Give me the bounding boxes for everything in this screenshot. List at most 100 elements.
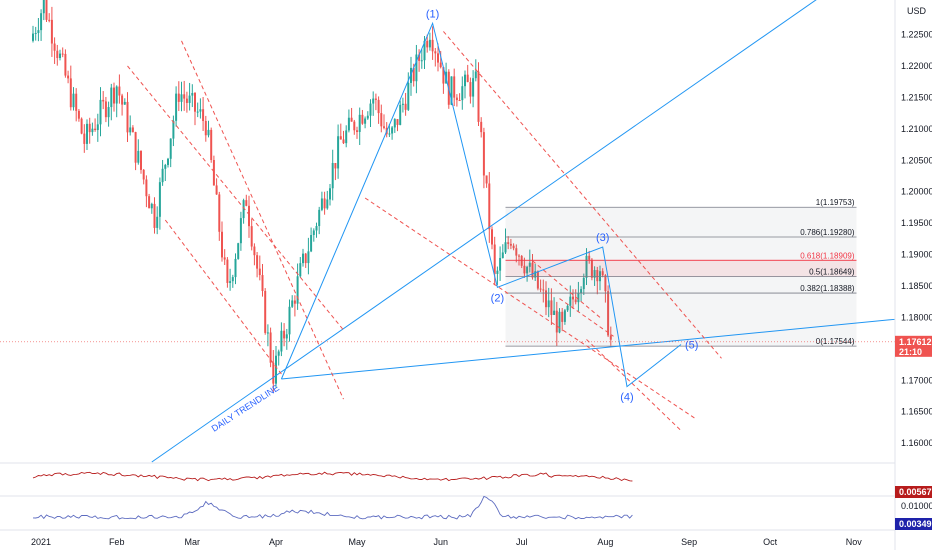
candle-body	[183, 94, 186, 99]
candle-body	[466, 74, 469, 83]
candle-body	[194, 92, 196, 112]
candle-body	[177, 93, 180, 102]
candle-body	[450, 76, 453, 105]
candle-body	[45, 0, 48, 20]
candle-body	[418, 54, 421, 61]
candle-body	[558, 311, 561, 333]
candle-body	[323, 198, 326, 209]
candle-body	[175, 93, 178, 121]
candle-body	[121, 95, 124, 105]
currency-label: USD	[907, 6, 927, 16]
candle-body	[140, 150, 142, 170]
y-tick-label: 1.16000	[901, 438, 932, 448]
candle-body	[48, 19, 51, 21]
candle-body	[223, 257, 226, 260]
indicator1-badge-text: 0.00567	[899, 487, 932, 497]
wave-label: (3)	[596, 232, 609, 244]
candle-body	[520, 255, 523, 266]
candle-body	[480, 121, 483, 133]
candle-body	[264, 290, 267, 333]
candle-body	[158, 182, 161, 217]
candle-body	[275, 355, 277, 384]
y-tick-label: 1.17000	[901, 375, 932, 385]
candle-body	[572, 296, 574, 300]
candle-body	[391, 127, 394, 134]
x-tick-label: May	[348, 537, 366, 547]
candle-body	[464, 74, 466, 87]
fib-level-label: 0.618(1.18909)	[800, 251, 855, 260]
candle-body	[153, 203, 156, 228]
daily-trendline	[151, 0, 817, 463]
candle-body	[369, 103, 372, 116]
candle-body	[561, 311, 564, 322]
trendline-label: DAILY TRENDLINE	[210, 383, 281, 434]
channel-line	[364, 197, 695, 419]
x-tick-label: Nov	[846, 537, 863, 547]
candle-body	[104, 101, 107, 118]
candle-body	[426, 40, 429, 48]
candle-body	[296, 276, 299, 304]
chart-drawings: 1(1.19753) 0.786(1.19280) 0.618(1.18909) 0.…	[0, 0, 896, 531]
candle-body	[293, 300, 296, 304]
candle-body	[221, 231, 223, 258]
candle-body	[67, 75, 70, 79]
candle-body	[42, 0, 45, 14]
candle-body	[53, 43, 56, 51]
y-tick-label: 1.18000	[901, 312, 932, 322]
candle-body	[577, 293, 580, 303]
candle-body	[442, 67, 445, 84]
candle-body	[407, 82, 410, 110]
candle-body	[431, 39, 434, 52]
candle-body	[590, 259, 593, 278]
candle-body	[256, 255, 259, 269]
candle-body	[126, 101, 129, 133]
candle-body	[61, 53, 64, 55]
candle-body	[318, 209, 321, 227]
y-tick-label: 1.18500	[901, 281, 932, 291]
wave-label: (1)	[426, 8, 439, 20]
candle-body	[134, 132, 137, 163]
candle-body	[291, 300, 294, 307]
candle-body	[131, 127, 134, 133]
shallow-trendline	[281, 318, 896, 380]
candle-body	[345, 130, 348, 144]
candle-body	[102, 99, 105, 102]
candle-body	[107, 107, 110, 118]
candle-body	[358, 114, 361, 132]
indicator-panes	[32, 471, 633, 520]
candle-body	[148, 196, 151, 209]
candle-body	[377, 99, 380, 114]
candle-body	[50, 19, 53, 44]
y-tick-label: 1.16500	[901, 407, 932, 417]
candle-body	[434, 51, 437, 54]
channel-line	[181, 40, 344, 400]
candle-body	[218, 194, 221, 232]
candle-body	[196, 111, 199, 113]
candle-body	[86, 123, 88, 144]
candle-body	[347, 117, 350, 131]
indicator2-line	[32, 495, 633, 520]
candle-body	[245, 200, 248, 206]
candle-body	[164, 164, 167, 169]
candle-body	[253, 246, 256, 256]
candle-body	[304, 253, 307, 264]
candle-body	[399, 104, 402, 125]
candle-body	[504, 242, 507, 253]
candle-body	[374, 98, 377, 100]
candle-body	[334, 163, 337, 169]
candle-series	[32, 0, 612, 393]
elliott-wave-path	[280, 21, 682, 388]
fib-level-label: 0.5(1.18649)	[809, 268, 855, 277]
candle-body	[115, 86, 118, 104]
candle-body	[593, 270, 596, 278]
last-price-badge-text: 1.17612	[899, 337, 932, 347]
candle-body	[226, 259, 229, 283]
candle-body	[94, 128, 97, 131]
candle-body	[401, 103, 404, 105]
candle-body	[248, 205, 250, 227]
candle-body	[539, 288, 542, 290]
candle-body	[523, 265, 526, 274]
candle-body	[302, 253, 304, 264]
candle-body	[258, 268, 261, 276]
